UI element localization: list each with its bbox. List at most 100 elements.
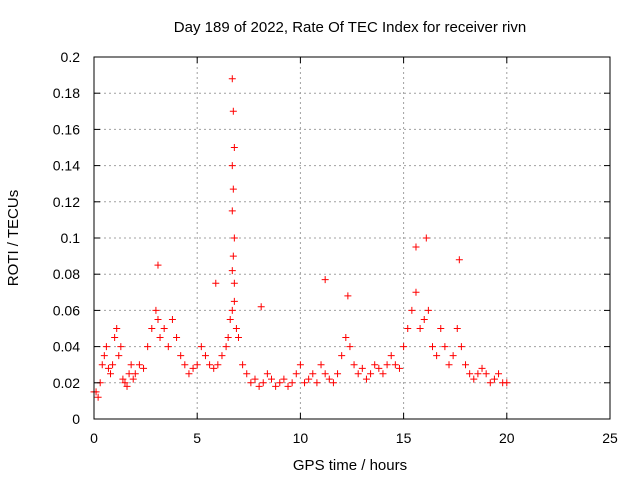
data-point	[119, 375, 127, 383]
data-point	[433, 352, 441, 360]
data-point	[257, 303, 265, 311]
data-point	[422, 234, 430, 242]
y-tick-label: 0.16	[53, 121, 80, 137]
data-point	[164, 343, 172, 351]
data-point	[212, 279, 220, 287]
x-tick-label: 20	[499, 430, 515, 446]
data-point	[428, 343, 436, 351]
data-point	[206, 361, 214, 369]
y-tick-label: 0.08	[53, 266, 80, 282]
data-point	[309, 370, 317, 378]
data-point	[338, 352, 346, 360]
data-point	[100, 352, 108, 360]
data-point	[148, 325, 156, 332]
data-point	[239, 361, 247, 369]
data-point	[455, 256, 463, 264]
y-tick-labels: 0 0.02 0.04 0.06 0.08 0.1 0.12 0.14 0.16 0.18 0.2	[53, 49, 80, 427]
data-point	[109, 361, 117, 369]
data-point	[288, 379, 296, 387]
data-point	[329, 379, 337, 387]
data-point	[107, 370, 115, 378]
data-point	[189, 364, 197, 372]
data-point	[344, 292, 352, 300]
data-point	[152, 306, 160, 314]
data-point	[135, 361, 143, 369]
data-point	[301, 379, 309, 387]
data-point	[272, 382, 280, 390]
axis-ticks	[93, 56, 611, 420]
y-tick-label: 0.14	[53, 158, 80, 174]
y-tick-label: 0.02	[53, 375, 80, 391]
data-point	[317, 361, 325, 369]
data-point	[321, 370, 329, 378]
data-point	[214, 361, 222, 369]
data-point	[181, 361, 189, 369]
data-point	[453, 325, 461, 332]
data-point	[168, 315, 176, 323]
y-tick-label: 0.06	[53, 302, 80, 318]
data-point	[117, 343, 125, 351]
data-point	[412, 288, 420, 296]
data-point	[218, 352, 226, 360]
x-tick-labels: 0 5 10 15 20 25	[90, 430, 618, 446]
x-tick-label: 10	[293, 430, 309, 446]
x-tick-label: 15	[396, 430, 412, 446]
data-point	[154, 261, 162, 269]
data-point	[230, 234, 238, 242]
data-point	[160, 325, 168, 332]
data-point	[391, 361, 399, 369]
data-point	[424, 306, 432, 314]
y-tick-label: 0.12	[53, 194, 80, 210]
data-point	[387, 352, 395, 360]
data-point	[230, 297, 238, 305]
data-point	[173, 334, 181, 342]
data-point	[247, 379, 255, 387]
chart-title: Day 189 of 2022, Rate Of TEC Index for r…	[174, 19, 526, 36]
data-point	[243, 370, 251, 378]
data-point	[462, 361, 470, 369]
data-point	[193, 361, 201, 369]
data-point	[292, 370, 300, 378]
data-point	[104, 364, 112, 372]
x-tick-label: 5	[193, 430, 201, 446]
data-point	[474, 370, 482, 378]
data-point	[268, 375, 276, 383]
data-point	[229, 252, 237, 260]
data-point	[226, 315, 234, 323]
data-point	[197, 343, 205, 351]
data-point	[121, 379, 129, 387]
grid-lines	[94, 57, 610, 419]
y-tick-label: 0	[72, 411, 80, 427]
data-point	[234, 334, 242, 342]
data-point	[127, 361, 135, 369]
data-point	[123, 382, 131, 390]
data-point	[325, 375, 333, 383]
x-tick-label: 0	[90, 430, 98, 446]
data-point	[230, 144, 238, 151]
data-point	[420, 315, 428, 323]
data-point	[466, 370, 474, 378]
data-point	[395, 364, 403, 372]
data-point	[228, 207, 236, 215]
data-point	[94, 393, 102, 401]
data-point	[129, 375, 137, 383]
data-point	[229, 185, 237, 193]
data-point	[111, 334, 119, 342]
data-point	[115, 352, 123, 360]
y-tick-label: 0.2	[61, 49, 81, 65]
data-point	[156, 334, 164, 342]
data-point	[177, 352, 185, 360]
data-point	[255, 382, 263, 390]
data-point	[228, 162, 236, 170]
data-point	[259, 379, 267, 387]
y-tick-label: 0.04	[53, 339, 80, 355]
data-point	[449, 352, 457, 360]
data-point	[375, 364, 383, 372]
data-point	[113, 325, 121, 332]
data-point	[263, 370, 271, 378]
data-points	[90, 75, 511, 401]
data-point	[232, 325, 240, 332]
data-point	[102, 343, 110, 351]
data-point	[354, 370, 362, 378]
